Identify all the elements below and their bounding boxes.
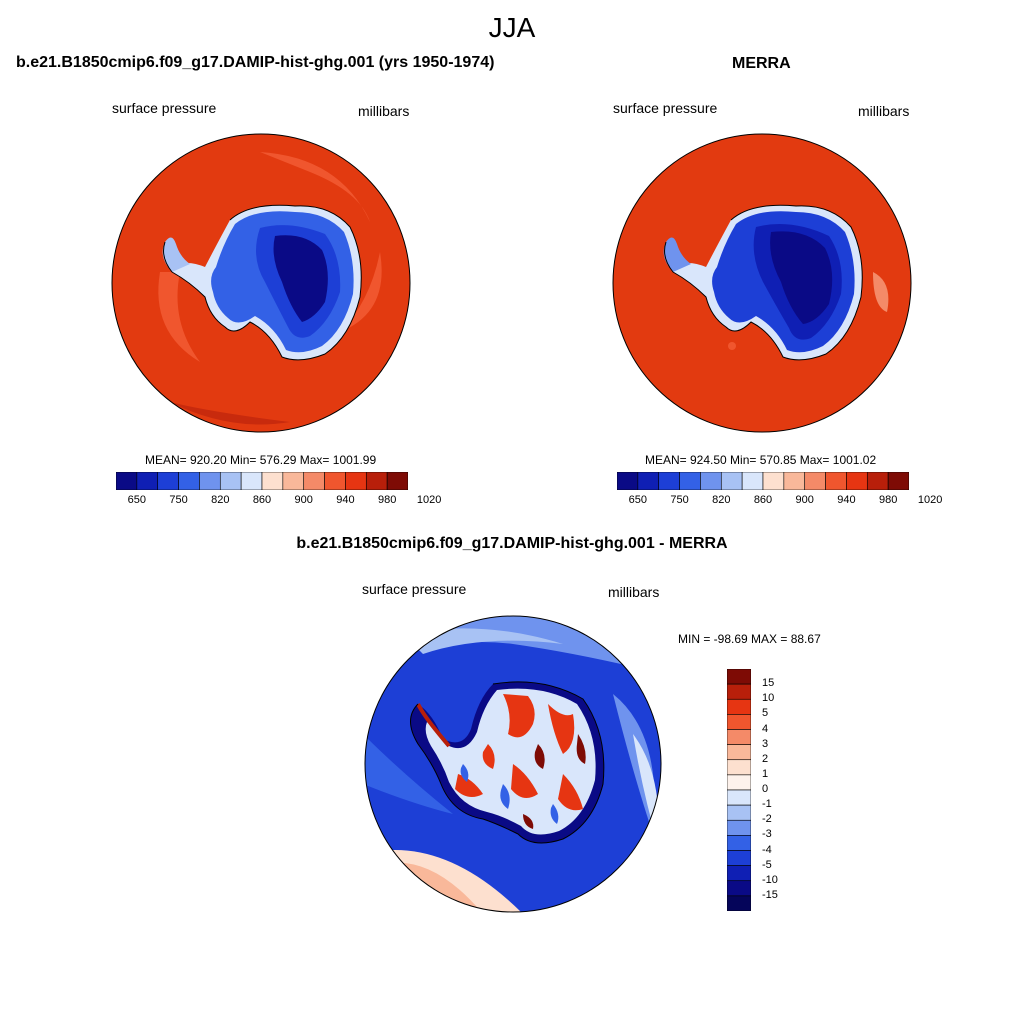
colorbar-tick-label: 820 [712, 494, 731, 506]
colorbar-swatch [804, 472, 826, 490]
colorbar-tick-label: 2 [762, 752, 769, 765]
colorbar-swatch [846, 472, 868, 490]
colorbar-swatch [783, 472, 806, 490]
colorbar-swatch [727, 698, 751, 715]
colorbar-swatch [887, 472, 909, 490]
colorbar-swatch [727, 865, 751, 882]
colorbar-swatch [240, 472, 263, 490]
colorbar-swatch [727, 774, 751, 791]
colorbar-tick-label: -5 [762, 858, 772, 871]
panel-2-map [612, 133, 912, 433]
colorbar-tick-label: 650 [127, 494, 147, 506]
colorbar-swatch [178, 472, 200, 490]
colorbar-swatch [727, 669, 751, 685]
panel-1-colorbar [116, 472, 408, 490]
colorbar-swatch [199, 472, 221, 490]
colorbar-tick-label: 820 [211, 494, 230, 506]
colorbar-swatch [324, 472, 346, 490]
panel-2-colorbar-labels: 650 750 820 860 900 940 980 1020 [617, 494, 943, 508]
panel-1-colorbar-labels: 650 750 820 860 900 940 980 1020 [116, 494, 442, 508]
colorbar-swatch [762, 472, 785, 490]
colorbar-tick-label: -4 [762, 843, 772, 856]
panel-1-units: millibars [358, 103, 410, 119]
panel-3-colorbar-labels: 15 10 5 4 3 2 1 0 -1 -2 -3 -4 -5 -10 -15 [756, 669, 796, 911]
colorbar-swatch [282, 472, 305, 490]
colorbar-swatch [637, 472, 660, 490]
colorbar-tick-label: 10 [762, 692, 775, 705]
colorbar-swatch [727, 819, 751, 836]
colorbar-swatch [219, 472, 242, 490]
colorbar-swatch [727, 789, 751, 806]
panel-1-variable: surface pressure [112, 100, 217, 116]
colorbar-swatch [727, 729, 751, 745]
colorbar-tick-label: 940 [336, 494, 355, 506]
colorbar-tick-label: 900 [294, 494, 313, 506]
colorbar-swatch [727, 759, 751, 776]
colorbar-swatch [136, 472, 159, 490]
colorbar-swatch [727, 744, 751, 761]
panel-2-colorbar [617, 472, 909, 490]
colorbar-tick-label: 1020 [917, 494, 943, 506]
panel-3-stats: MIN = -98.69 MAX = 88.67 [678, 632, 821, 646]
panel-1-title: b.e21.B1850cmip6.f09_g17.DAMIP-hist-ghg.… [16, 54, 495, 71]
colorbar-swatch [345, 472, 367, 490]
colorbar-swatch [727, 714, 751, 730]
colorbar-swatch [727, 835, 751, 851]
panel-3-map [364, 615, 662, 913]
panel-3-units: millibars [608, 584, 660, 600]
colorbar-swatch [727, 804, 751, 821]
figure-title: JJA [488, 12, 536, 43]
colorbar-swatch [157, 472, 179, 490]
colorbar-tick-label: 4 [762, 722, 769, 735]
colorbar-tick-label: 750 [670, 494, 689, 506]
colorbar-swatch [727, 895, 751, 911]
colorbar-tick-label: 1 [762, 767, 769, 780]
colorbar-tick-label: -10 [762, 873, 778, 886]
colorbar-swatch [700, 472, 722, 490]
colorbar-swatch [727, 683, 751, 700]
panel-2-units: millibars [858, 103, 910, 119]
colorbar-tick-label: 15 [762, 677, 775, 690]
panel-3-variable: surface pressure [362, 581, 467, 597]
colorbar-swatch [866, 472, 889, 490]
colorbar-swatch [116, 472, 138, 490]
colorbar-tick-label: 980 [878, 494, 898, 506]
colorbar-swatch [365, 472, 388, 490]
colorbar-tick-label: 3 [762, 737, 769, 750]
colorbar-swatch [720, 472, 743, 490]
colorbar-swatch [261, 472, 284, 490]
colorbar-tick-label: 860 [252, 494, 272, 506]
colorbar-swatch [727, 850, 751, 866]
panel-2-stats: MEAN= 924.50 Min= 570.85 Max= 1001.02 [645, 453, 877, 467]
colorbar-tick-label: 940 [837, 494, 856, 506]
colorbar-swatch [303, 472, 325, 490]
panel-2-title: MERRA [732, 55, 791, 72]
colorbar-swatch [386, 472, 408, 490]
colorbar-swatch [825, 472, 847, 490]
colorbar-swatch [658, 472, 680, 490]
colorbar-swatch [727, 880, 751, 897]
panel-1-stats: MEAN= 920.20 Min= 576.29 Max= 1001.99 [145, 453, 377, 467]
colorbar-tick-label: -1 [762, 798, 772, 811]
colorbar-swatch [741, 472, 764, 490]
colorbar-tick-label: -3 [762, 828, 772, 841]
colorbar-tick-label: -15 [762, 888, 778, 901]
colorbar-tick-label: 980 [377, 494, 397, 506]
colorbar-swatch [617, 472, 639, 490]
colorbar-tick-label: 650 [628, 494, 648, 506]
panel-3-title: b.e21.B1850cmip6.f09_g17.DAMIP-hist-ghg.… [296, 535, 728, 552]
colorbar-tick-label: -2 [762, 813, 772, 826]
panel-3-colorbar [727, 669, 751, 911]
colorbar-tick-label: 860 [753, 494, 773, 506]
panel-2-variable: surface pressure [613, 100, 718, 116]
colorbar-tick-label: 0 [762, 783, 769, 795]
colorbar-tick-label: 900 [795, 494, 814, 506]
colorbar-swatch [679, 472, 701, 490]
colorbar-tick-label: 5 [762, 707, 769, 720]
colorbar-tick-label: 750 [169, 494, 188, 506]
panel-1-map [111, 133, 411, 433]
colorbar-tick-label: 1020 [416, 494, 442, 506]
